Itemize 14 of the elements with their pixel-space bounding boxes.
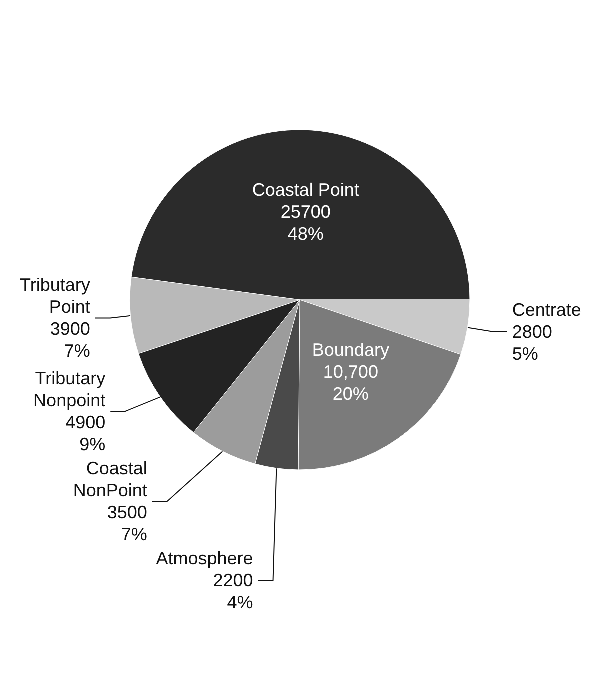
slice-label: Coastal Point	[252, 180, 360, 200]
data-label: 4900 9%	[66, 412, 106, 454]
slice-label: Boundary	[312, 340, 390, 360]
data-label: 25700 48%	[280, 202, 331, 244]
slice-label: Coastal NonPoint	[73, 458, 148, 500]
slice-label: Centrate	[512, 300, 582, 320]
data-label: 2200 4%	[213, 570, 254, 612]
data-label: 2800 5%	[512, 322, 552, 364]
slice-label: Atmosphere	[156, 548, 254, 568]
data-label: 3500 7%	[107, 502, 148, 544]
slice-label: Tributary Nonpoint	[34, 368, 106, 410]
data-label: 10,700 20%	[323, 362, 378, 404]
slice-label: Tributary Point	[20, 275, 90, 318]
data-label: 3900 7%	[50, 319, 90, 362]
